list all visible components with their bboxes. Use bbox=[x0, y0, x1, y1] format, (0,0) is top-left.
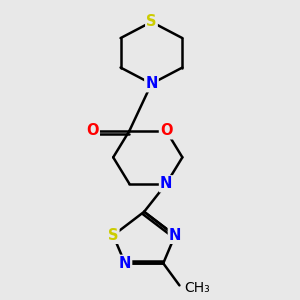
Text: S: S bbox=[108, 228, 119, 243]
Text: O: O bbox=[160, 123, 172, 138]
Text: N: N bbox=[160, 176, 172, 191]
Text: O: O bbox=[86, 123, 99, 138]
Text: CH₃: CH₃ bbox=[184, 281, 210, 295]
Text: N: N bbox=[119, 256, 131, 271]
Text: S: S bbox=[146, 14, 157, 29]
Text: N: N bbox=[145, 76, 158, 91]
Text: N: N bbox=[169, 228, 181, 243]
